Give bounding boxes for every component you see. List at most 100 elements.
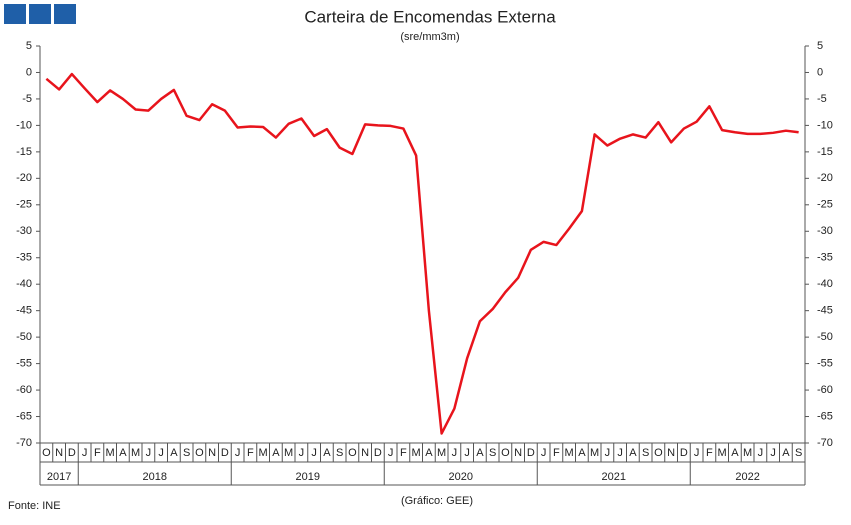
x-tick-label: M [590,447,599,459]
year-label: 2021 [602,471,626,483]
x-tick-label: O [348,447,357,459]
logo-square [29,4,51,24]
x-tick-label: S [489,447,496,459]
x-tick-label: O [42,447,51,459]
y-tick-label: -5 [22,93,32,105]
y-tick-label: -40 [16,278,32,290]
y-tick-label: -55 [16,358,32,370]
y-tick-label: -65 [16,410,32,422]
x-tick-label: N [361,447,369,459]
y2-tick-label: -70 [817,437,833,449]
y2-tick-label: -45 [817,305,833,317]
y-tick-label: -15 [16,146,32,158]
x-tick-label: A [476,447,484,459]
chart-title: Carteira de Encomendas Externa [304,7,556,26]
x-tick-label: M [259,447,268,459]
x-tick-label: A [629,447,637,459]
x-tick-label: N [514,447,522,459]
y2-tick-label: 5 [817,40,823,52]
x-tick-label: A [272,447,280,459]
y-tick-label: -30 [16,225,32,237]
x-tick-label: S [336,447,343,459]
credit: (Gráfico: GEE) [401,495,473,507]
y-tick-label: -20 [16,172,32,184]
y2-tick-label: -50 [817,331,833,343]
x-tick-label: M [743,447,752,459]
x-tick-label: M [565,447,574,459]
y2-tick-label: -40 [817,278,833,290]
y2-tick-label: -25 [817,199,833,211]
y-tick-label: -25 [16,199,32,211]
x-tick-label: O [501,447,510,459]
x-tick-label: F [553,447,560,459]
y2-tick-label: -20 [817,172,833,184]
x-tick-label: F [400,447,407,459]
x-tick-label: M [718,447,727,459]
y2-tick-label: -5 [817,93,827,105]
y2-tick-label: -65 [817,410,833,422]
x-tick-label: J [464,447,470,459]
x-tick-label: D [527,447,535,459]
year-label: 2017 [47,471,71,483]
x-tick-label: F [94,447,101,459]
y2-tick-label: -15 [817,146,833,158]
x-tick-label: J [758,447,764,459]
x-tick-label: D [680,447,688,459]
x-tick-label: J [388,447,394,459]
year-label: 2018 [143,471,167,483]
x-tick-label: J [541,447,547,459]
x-tick-label: A [323,447,331,459]
x-tick-label: N [667,447,675,459]
x-tick-label: O [195,447,204,459]
year-label: 2022 [735,471,759,483]
x-tick-label: M [106,447,115,459]
x-tick-label: O [654,447,663,459]
x-tick-label: M [412,447,421,459]
y-tick-label: -10 [16,119,32,131]
x-tick-label: J [299,447,305,459]
x-tick-label: J [311,447,317,459]
y2-tick-label: -60 [817,384,833,396]
y2-tick-label: 0 [817,66,823,78]
x-tick-label: S [642,447,649,459]
x-tick-label: A [119,447,127,459]
x-tick-label: J [694,447,700,459]
x-tick-label: F [706,447,713,459]
x-tick-label: M [131,447,140,459]
x-tick-label: A [425,447,433,459]
year-label: 2019 [296,471,320,483]
y2-tick-label: -30 [817,225,833,237]
x-tick-label: A [731,447,739,459]
x-tick-label: J [452,447,458,459]
x-tick-label: D [221,447,229,459]
source: Fonte: INE [8,500,61,512]
x-tick-label: A [782,447,790,459]
x-tick-label: D [374,447,382,459]
logo-square [4,4,26,24]
x-tick-label: S [183,447,190,459]
x-tick-label: N [208,447,216,459]
y-tick-label: -70 [16,437,32,449]
year-label: 2020 [449,471,473,483]
y-tick-label: -45 [16,305,32,317]
y-tick-label: 0 [26,66,32,78]
line-series [45,72,799,435]
x-tick-label: J [158,447,164,459]
x-tick-label: J [235,447,241,459]
y-tick-label: 5 [26,40,32,52]
x-tick-label: J [146,447,152,459]
y-tick-label: -35 [16,252,32,264]
y2-tick-label: -10 [817,119,833,131]
x-tick-label: D [68,447,76,459]
x-tick-label: F [247,447,254,459]
x-tick-label: A [578,447,586,459]
y-tick-label: -50 [16,331,32,343]
y2-tick-label: -35 [817,252,833,264]
x-tick-label: J [82,447,88,459]
logo-square [54,4,76,24]
x-tick-label: J [617,447,623,459]
x-tick-label: A [170,447,178,459]
chart-subtitle: (sre/mm3m) [400,31,459,43]
x-tick-label: M [437,447,446,459]
